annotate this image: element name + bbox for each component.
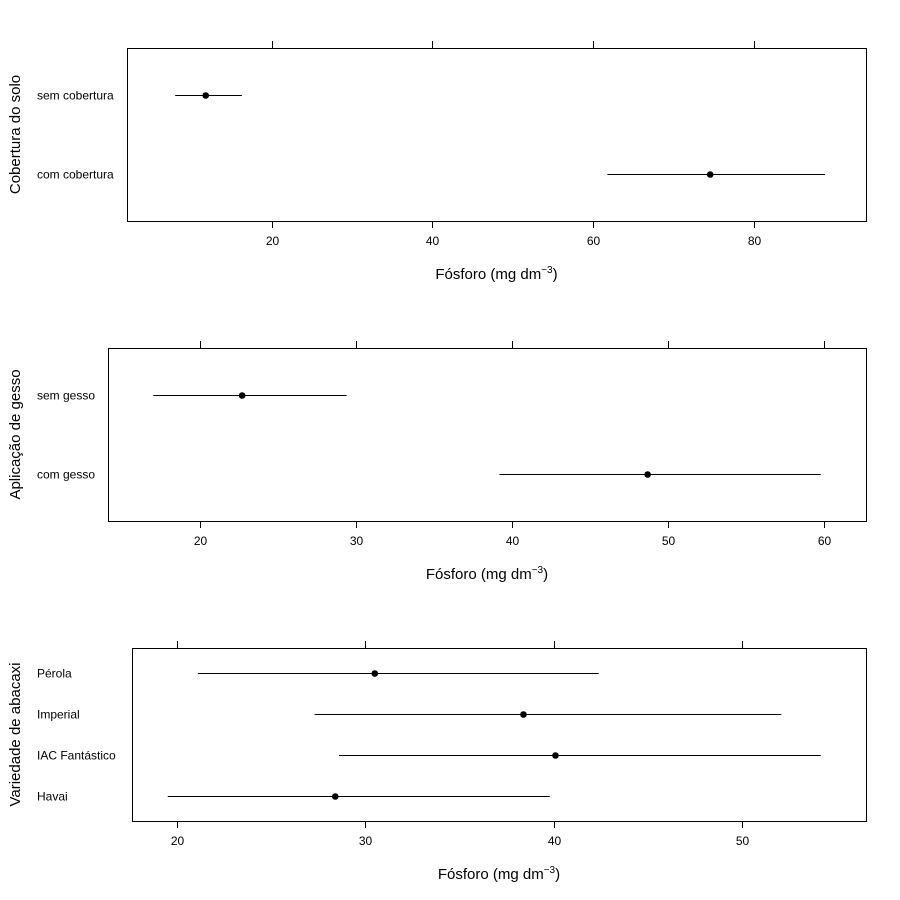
category-label: Pérola [37,667,72,681]
panel-frame [127,48,867,222]
x-axis-title: Fósforo (mg dm−3) [438,865,560,883]
y-axis-title: Aplicação de gesso [7,369,24,499]
panel-3: 20 30 40 50 Pérola Imperial IAC Fantástico Hava… [7,641,867,883]
estimate-point [202,92,210,99]
x-tick-label: 40 [506,534,520,548]
estimate-point [644,471,651,478]
category-label: sem cobertura [37,89,114,103]
x-tick-label: 20 [194,534,208,548]
x-tick-label: 60 [587,234,601,248]
category-label: Imperial [37,708,80,722]
panel-frame [132,648,867,822]
x-tick-label: 50 [662,534,676,548]
panel-1: 20 40 60 80 sem cobertura com cobertura Fósfor… [7,41,867,283]
y-axis-title: Cobertura do solo [7,75,24,194]
estimate-point [706,171,714,178]
category-label: IAC Fantástico [37,749,116,763]
category-label: com cobertura [37,168,114,182]
x-tick-label: 20 [266,234,280,248]
x-tick-label: 30 [359,834,373,848]
x-tick-label: 30 [350,534,364,548]
category-label: com gesso [37,468,95,482]
x-tick-label: 80 [748,234,762,248]
estimate-point [238,392,246,399]
x-tick-label: 50 [736,834,750,848]
category-label: sem gesso [37,389,95,403]
panel-2: 20 30 40 50 60 sem gesso com gesso Fósforo (mg … [7,341,867,583]
estimate-point [331,793,339,800]
x-tick-label: 60 [818,534,832,548]
x-axis-title: Fósforo (mg dm−3) [435,265,557,283]
panel-frame [108,348,867,522]
x-axis-title: Fósforo (mg dm−3) [426,565,548,583]
estimate-point [520,711,527,718]
category-label: Havai [37,790,68,804]
y-axis-title: Variedade de abacaxi [7,663,24,807]
estimate-point [371,670,379,677]
x-tick-label: 20 [171,834,185,848]
x-tick-label: 40 [548,834,562,848]
x-tick-label: 40 [426,234,440,248]
estimate-point [552,752,559,759]
